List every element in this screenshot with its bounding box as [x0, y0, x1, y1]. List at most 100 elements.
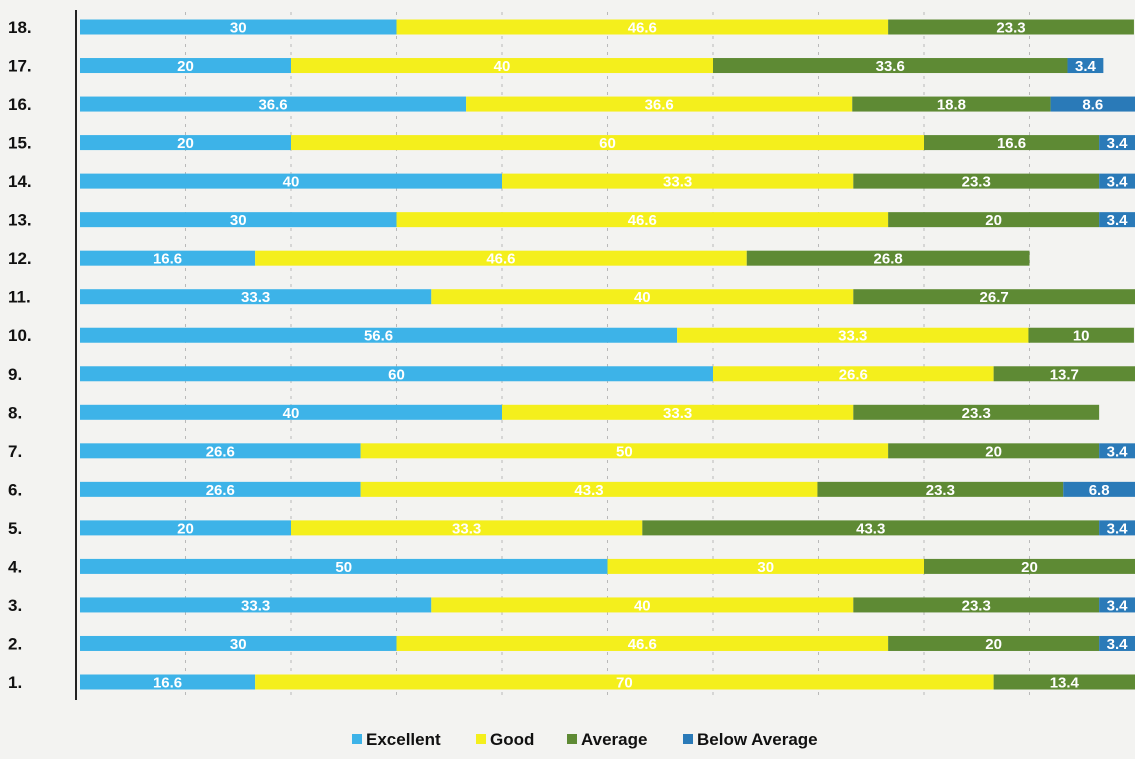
bar-segment	[396, 212, 889, 228]
data-label: 3.4	[1107, 135, 1129, 152]
data-label: 8.6	[1082, 97, 1103, 114]
legend-label: Below Average	[697, 730, 818, 749]
data-label: 50	[616, 443, 633, 460]
category-label: 4.	[8, 557, 22, 576]
data-label: 46.6	[628, 20, 657, 37]
category-label: 16.	[8, 95, 32, 114]
data-label: 30	[757, 559, 774, 576]
legend-swatch	[683, 734, 693, 744]
bar-series: 16.6 70 13.4 30 46.6 20 3.4 33.3 40 23.3 3.4 50 30 20…	[80, 19, 1135, 692]
data-label: 30	[230, 636, 247, 653]
data-label: 23.3	[962, 405, 991, 422]
data-label: 70	[616, 675, 633, 692]
data-label: 3.4	[1107, 212, 1129, 229]
bar-segment	[360, 481, 818, 497]
bar-segment	[713, 58, 1068, 74]
legend-swatch	[476, 734, 486, 744]
category-label: 15.	[8, 134, 32, 153]
bar-segment	[80, 520, 291, 536]
data-label: 20	[177, 135, 194, 152]
bar-segment	[80, 212, 397, 228]
data-label: 23.3	[962, 174, 991, 191]
data-label: 23.3	[962, 597, 991, 614]
category-label: 5.	[8, 519, 22, 538]
bar-segment	[80, 558, 608, 574]
bar-segment	[1099, 635, 1135, 651]
data-label: 30	[230, 20, 247, 37]
bar-segment	[80, 58, 291, 74]
bar-segment	[853, 289, 1135, 305]
bar-segment	[431, 289, 854, 305]
bar-segment	[1099, 173, 1135, 189]
bar-segment	[396, 19, 889, 35]
bar-segment	[677, 327, 1029, 343]
bar-segment	[1067, 58, 1104, 74]
bar-segment	[1099, 520, 1135, 536]
data-label: 20	[985, 443, 1002, 460]
bar-segment	[502, 404, 854, 420]
category-label: 2.	[8, 634, 22, 653]
bar-segment	[80, 443, 361, 459]
bar-segment	[888, 19, 1134, 35]
data-label: 6.8	[1089, 482, 1110, 499]
data-label: 26.6	[206, 482, 235, 499]
data-label: 33.6	[876, 58, 905, 75]
bar-segment	[993, 674, 1135, 690]
category-label: 10.	[8, 326, 32, 345]
category-label: 18.	[8, 18, 32, 37]
data-label: 20	[177, 58, 194, 75]
bar-segment	[817, 481, 1064, 497]
bar-segment	[713, 366, 994, 382]
bar-segment	[80, 635, 397, 651]
legend-label: Good	[490, 730, 534, 749]
data-label: 3.4	[1107, 597, 1129, 614]
data-label: 16.6	[997, 135, 1026, 152]
bar-segment	[607, 558, 924, 574]
legend-label: Excellent	[366, 730, 441, 749]
bar-segment	[853, 597, 1100, 613]
data-label: 20	[177, 520, 194, 537]
category-labels: 1. 2. 3. 4. 5. 6. 7. 8. 9. 10. 11. 12. 13. 14. 15. 16. 1…	[8, 18, 32, 692]
data-label: 16.6	[153, 675, 182, 692]
bar-segment	[993, 366, 1135, 382]
data-label: 23.3	[996, 20, 1025, 37]
data-label: 40	[283, 174, 300, 191]
data-label: 18.8	[937, 97, 966, 114]
legend-swatch	[567, 734, 577, 744]
category-label: 11.	[8, 288, 31, 307]
bar-segment	[80, 289, 432, 305]
bar-segment	[852, 96, 1051, 112]
bar-segment	[1050, 96, 1135, 112]
bar-segment	[396, 635, 889, 651]
bar-segment	[80, 674, 256, 690]
category-label: 6.	[8, 480, 22, 499]
bar-segment	[291, 135, 924, 151]
bar-segment	[746, 250, 1030, 266]
data-label: 26.7	[980, 289, 1009, 306]
data-label: 36.6	[645, 97, 674, 114]
bar-segment	[1099, 212, 1135, 228]
bar-segment	[360, 443, 889, 459]
data-label: 3.4	[1107, 443, 1129, 460]
data-label: 3.4	[1075, 58, 1097, 75]
data-label: 20	[985, 636, 1002, 653]
category-label: 14.	[8, 172, 32, 191]
category-label: 9.	[8, 365, 22, 384]
bar-segment	[80, 135, 291, 151]
gridlines	[185, 12, 1030, 698]
data-label: 50	[335, 559, 352, 576]
bar-segment	[80, 597, 432, 613]
bar-segment	[1063, 481, 1135, 497]
data-label: 30	[230, 212, 247, 229]
bar-segment	[291, 520, 643, 536]
data-label: 40	[634, 597, 651, 614]
data-label: 33.3	[241, 597, 270, 614]
bar-segment	[888, 635, 1100, 651]
data-label: 26.6	[839, 366, 868, 383]
category-label: 7.	[8, 442, 22, 461]
data-label: 33.3	[663, 174, 692, 191]
data-label: 3.4	[1107, 520, 1129, 537]
bar-segment	[888, 212, 1100, 228]
bar-segment	[80, 404, 502, 420]
bar-segment	[1099, 597, 1135, 613]
